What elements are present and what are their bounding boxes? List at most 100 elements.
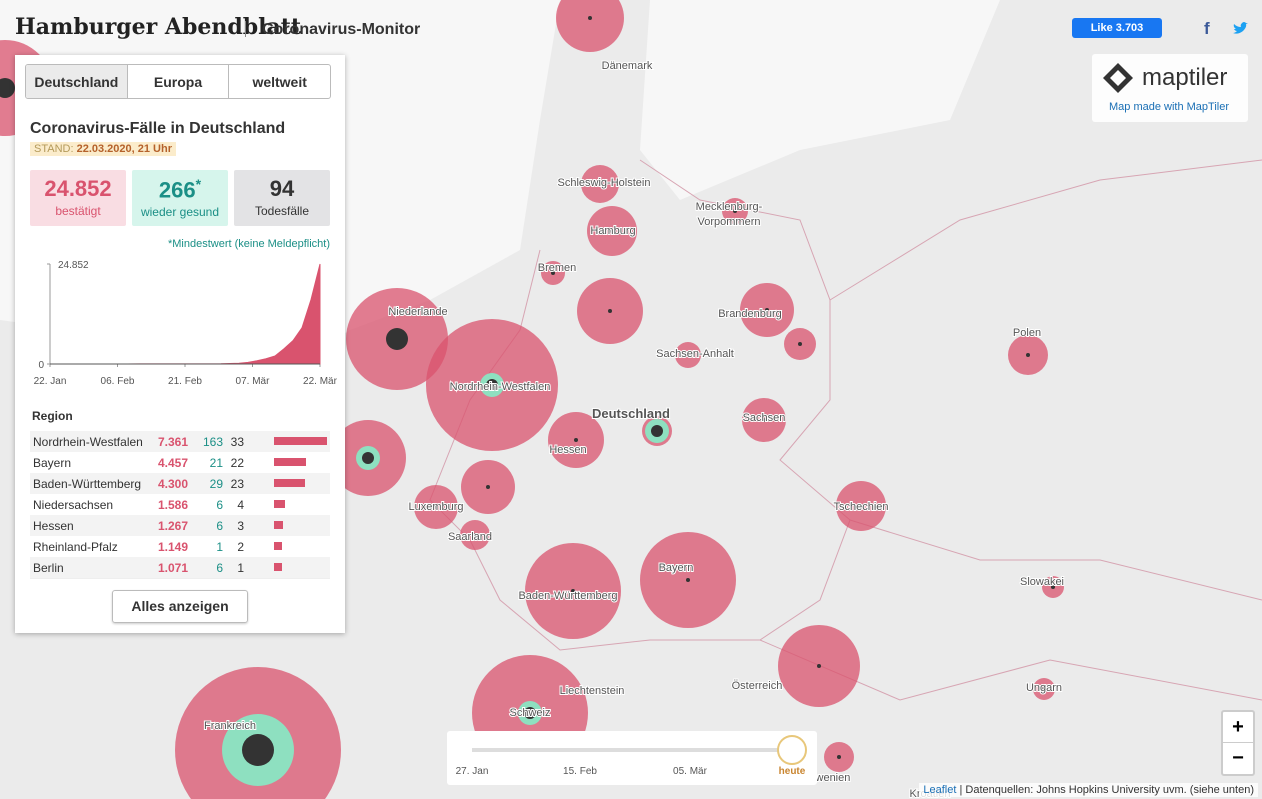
region-deaths: 3	[237, 519, 244, 533]
death-circle	[859, 504, 863, 508]
death-circle	[574, 438, 578, 442]
region-deaths: 23	[230, 477, 244, 491]
region-recovered: 29	[209, 477, 223, 491]
death-circle	[551, 271, 555, 275]
region-recovered: 163	[202, 435, 223, 449]
death-circle	[588, 16, 592, 20]
like-button[interactable]: Like 3.703	[1072, 18, 1162, 38]
twitter-icon[interactable]	[1232, 22, 1248, 36]
map-label: Slowakei	[1020, 576, 1064, 588]
death-circle	[798, 342, 802, 346]
case-circle	[556, 0, 624, 52]
timeline-track	[472, 748, 792, 752]
map-label: Mecklenburg-	[696, 201, 763, 213]
death-circle	[434, 505, 438, 509]
death-circle	[473, 533, 477, 537]
attribution: Leaflet | Datenquellen: Johns Hopkins Un…	[919, 783, 1258, 797]
region-row: Bayern 4.457 21 22	[30, 452, 330, 474]
stat-deaths: 94 Todesfälle	[234, 170, 330, 226]
region-deaths: 1	[237, 561, 244, 575]
region-recovered: 6	[216, 561, 223, 575]
death-circle	[1026, 353, 1030, 357]
tab[interactable]: weltweit	[228, 65, 330, 98]
stand-label: STAND:	[34, 143, 74, 155]
map-label: Saarland	[448, 531, 492, 543]
region-name: Niedersachsen	[33, 498, 114, 512]
zoom-out[interactable]: −	[1232, 747, 1244, 769]
tab[interactable]: Deutschland	[26, 65, 127, 98]
region-name: Rheinland-Pfalz	[33, 540, 118, 554]
death-circle	[762, 418, 766, 422]
timeline-knob[interactable]	[777, 735, 807, 765]
map-label: Niederlande	[388, 306, 447, 318]
region-row: Berlin 1.071 6 1	[30, 557, 330, 579]
death-circle	[733, 209, 737, 213]
death-circle	[362, 452, 374, 464]
map-label: Dänemark	[602, 60, 653, 72]
death-circle	[486, 379, 498, 391]
region-name: Baden-Württemberg	[33, 477, 142, 491]
stat-label: Todesfälle	[254, 204, 310, 218]
region-cases: 1.071	[157, 561, 188, 575]
stat-confirmed: 24.852 bestätigt	[30, 170, 126, 226]
y-tick-label: 0	[38, 360, 44, 371]
death-circle	[610, 229, 614, 233]
region-bar	[274, 521, 284, 529]
map-label: Baden-Württemberg	[518, 590, 617, 602]
region-header: Region	[32, 409, 73, 423]
death-circle	[242, 734, 274, 766]
map-label: Österreich	[732, 680, 783, 692]
region-cases: 4.457	[157, 456, 188, 470]
region-row: Niedersachsen 1.586 6 4	[30, 494, 330, 516]
show-all-button[interactable]: Alles anzeigen	[112, 590, 248, 623]
facebook-icon[interactable]: f	[1204, 19, 1210, 38]
map-label: Luxemburg	[408, 501, 463, 513]
timeline-label: heute	[778, 766, 806, 777]
zoom-in[interactable]: +	[1223, 712, 1253, 743]
tab[interactable]: Europa	[126, 65, 229, 98]
map-label: Nordrhein-Westfalen	[450, 381, 551, 393]
region-recovered: 1	[216, 540, 223, 554]
death-circle	[651, 425, 663, 437]
y-tick-label: 24.852	[58, 260, 89, 271]
region-row: Nordrhein-Westfalen 7.361 163 33	[30, 431, 330, 453]
region-bar	[274, 479, 305, 487]
death-circle	[817, 664, 821, 668]
region-cases: 1.149	[157, 540, 188, 554]
tabs: Deutschland Europa weltweit	[25, 64, 331, 99]
map-label: Frankreich	[204, 720, 256, 732]
region-bar	[274, 437, 327, 445]
map-label: Ungarn	[1026, 682, 1062, 694]
death-circle	[598, 182, 602, 186]
region-deaths: 4	[237, 498, 244, 512]
maptiler-brand: maptiler	[1142, 64, 1228, 91]
death-circle	[765, 308, 769, 312]
maptiler-icon	[1103, 63, 1133, 93]
death-circle	[686, 353, 690, 357]
map-label: Brandenburg	[718, 308, 782, 320]
region-bar	[274, 563, 282, 571]
stat-mark: *	[195, 176, 202, 192]
region-cases: 4.300	[157, 477, 188, 491]
leaflet-link[interactable]: Leaflet	[923, 784, 957, 796]
region-row: Hessen 1.267 6 3	[30, 515, 330, 537]
x-tick-label: 07. Mär	[236, 376, 271, 387]
map-label: Hessen	[549, 444, 586, 456]
maptiler-note[interactable]: Map made with MapTiler	[1109, 101, 1230, 113]
map-label: Sachsen-Anhalt	[656, 348, 734, 360]
sea	[640, 0, 1000, 200]
map-label: Sachsen	[743, 412, 786, 424]
map-label: Polen	[1013, 327, 1041, 339]
region-recovered: 6	[216, 498, 223, 512]
map-label: Liechtenstein	[560, 685, 625, 697]
map-label: Bayern	[659, 562, 694, 574]
map-label: Schweiz	[510, 707, 551, 719]
site-title: Coronavirus-Monitor	[262, 21, 421, 38]
stat-value: 94	[269, 176, 295, 201]
x-tick-label: 22. Mär	[303, 376, 338, 387]
logo: Hamburger Abendblatt	[15, 14, 302, 40]
region-bar	[274, 500, 286, 508]
timeline-label: 15. Feb	[563, 766, 597, 777]
region-name: Hessen	[33, 519, 74, 533]
